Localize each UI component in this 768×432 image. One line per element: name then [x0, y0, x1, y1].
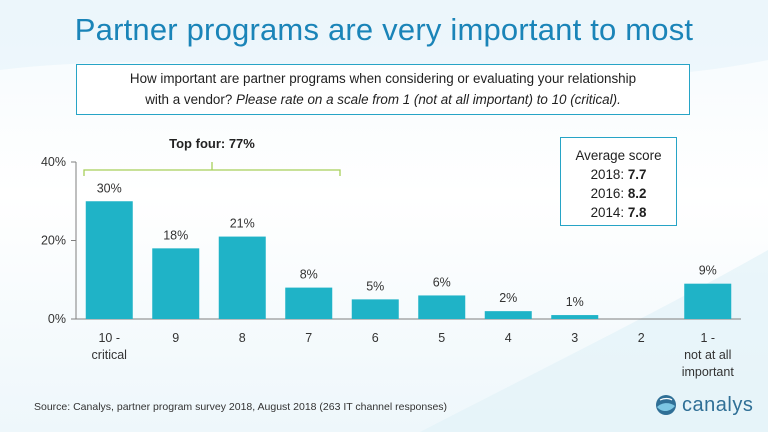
x-tick-label: 2 — [638, 331, 645, 345]
bar — [152, 248, 200, 319]
average-row-2016: 2016: 8.2 — [590, 186, 647, 201]
average-row-2018: 2018: 7.7 — [590, 167, 647, 182]
survey-question-box: How important are partner programs when … — [76, 64, 690, 115]
x-tick-label: 4 — [505, 331, 512, 345]
bar — [218, 236, 266, 319]
globe-icon — [656, 395, 676, 415]
x-tick-label: 10 -critical — [92, 331, 127, 362]
bar — [351, 299, 399, 319]
bar — [551, 315, 599, 319]
data-label: 9% — [699, 264, 717, 278]
x-tick-label: 6 — [372, 331, 379, 345]
x-tick-label: 9 — [172, 331, 179, 345]
bars-group — [85, 201, 732, 319]
data-label: 21% — [230, 217, 255, 231]
data-label: 1% — [566, 295, 584, 309]
data-label: 2% — [499, 291, 517, 305]
x-tick-labels-group: 10 -critical 9 8 7 6 5 4 3 2 1 -not at all importa… — [92, 331, 735, 379]
data-label: 5% — [366, 279, 384, 293]
bar — [684, 283, 732, 319]
canalys-logo: canalys — [655, 392, 753, 418]
x-tick-label: 1 -not at all important — [682, 331, 735, 379]
data-labels-group: 30% 18% 21% 8% 5% 6% 2% 1% 9% — [97, 181, 717, 309]
bar — [418, 295, 466, 319]
average-row-2014: 2014: 7.8 — [590, 205, 647, 220]
bar — [285, 287, 333, 319]
top-four-bracket: Top four: 77% — [83, 136, 341, 176]
y-tick-label: 0% — [48, 312, 66, 326]
question-line-1: How important are partner programs when … — [129, 71, 637, 86]
x-tick-label: 5 — [438, 331, 445, 345]
x-tick-label: 3 — [571, 331, 578, 345]
average-score-box: Average score 2018: 7.7 2016: 8.2 2014: … — [560, 137, 677, 226]
question-italic-text: Please rate on a scale from 1 (not at al… — [236, 92, 621, 107]
question-line-2: with a vendor? Please rate on a scale fr… — [77, 89, 689, 110]
slide-title: Partner programs are very important to m… — [74, 12, 694, 47]
data-label: 18% — [163, 228, 188, 242]
average-score-heading: Average score — [575, 148, 662, 163]
x-tick-label: 8 — [239, 331, 246, 345]
y-tick-label: 20% — [41, 234, 66, 248]
x-tick-label: 7 — [305, 331, 312, 345]
annotation-top-four: Top four: 77% — [169, 136, 255, 151]
data-label: 30% — [97, 181, 122, 195]
logo-wordmark: canalys — [682, 393, 754, 416]
data-label: 8% — [300, 268, 318, 282]
data-label: 6% — [433, 275, 451, 289]
bar — [85, 201, 133, 319]
question-plain-text: with a vendor? — [145, 92, 233, 107]
source-note: Source: Canalys, partner program survey … — [34, 401, 448, 413]
bar — [484, 311, 532, 319]
y-tick-label: 40% — [41, 155, 66, 169]
bracket-line — [83, 169, 341, 176]
